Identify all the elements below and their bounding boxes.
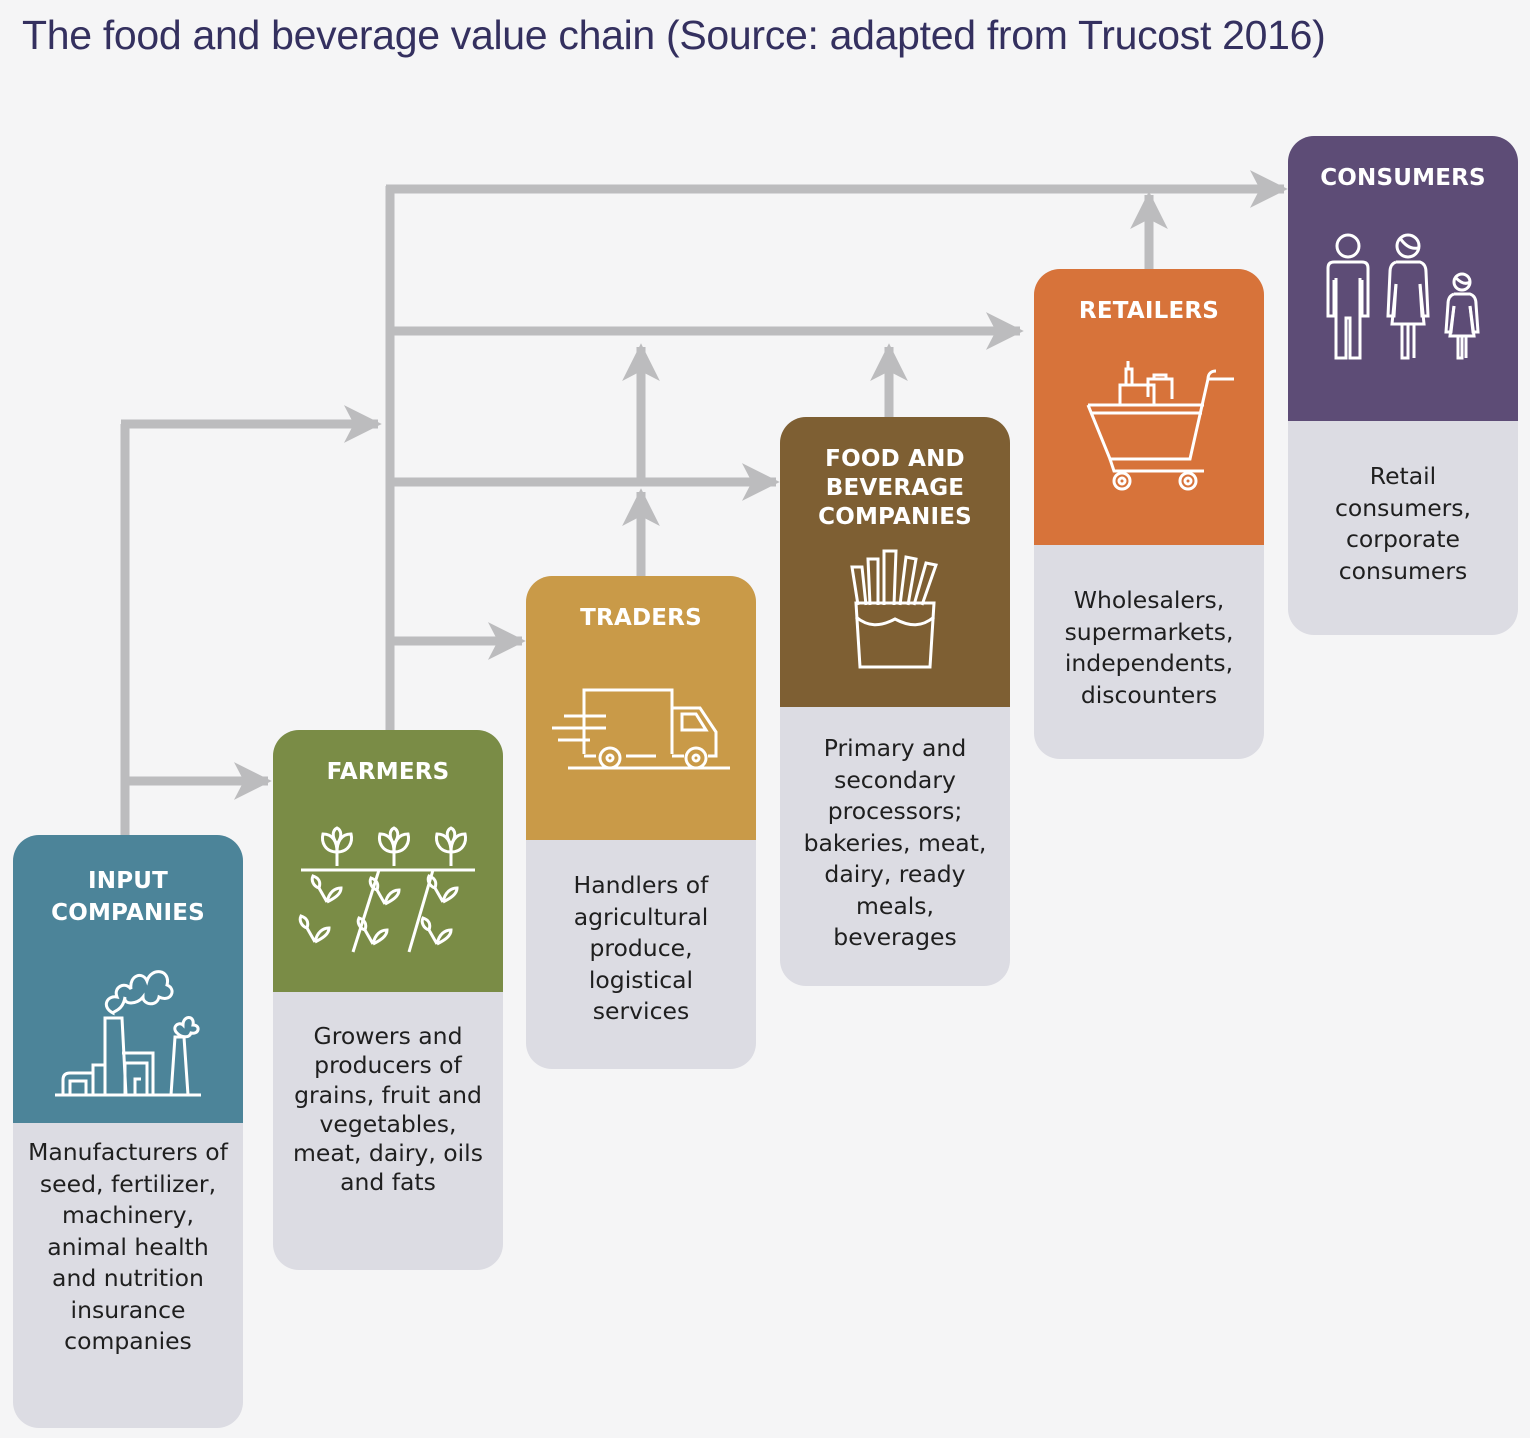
factory-icon (55, 970, 201, 1097)
fries-icon (850, 549, 938, 669)
stage-farmers: FARMERS (273, 730, 503, 1270)
stage-description: Primary and secondary processors; bakeri… (803, 734, 987, 951)
stage-title: INPUT COMPANIES (51, 868, 205, 926)
shopping-cart-icon (1086, 361, 1234, 491)
stage-description: Handlers of agricultural produce, logist… (573, 871, 709, 1025)
stage-description: Wholesalers, supermarkets, independents,… (1064, 586, 1234, 709)
crops-icon (298, 826, 475, 953)
stage-consumers: CONSUMERS Retail consumers, corporate co… (1288, 136, 1518, 635)
stage-description: Manufacturers of seed, fertilizer, machi… (28, 1138, 228, 1355)
truck-icon (552, 688, 730, 770)
stage-title: TRADERS (580, 605, 702, 631)
stage-header: CONSUMERS (1288, 136, 1518, 421)
stage-header: FOOD AND BEVERAGE COMPANIES (780, 417, 1010, 707)
stage-title: RETAILERS (1078, 298, 1220, 324)
stage-input-companies: INPUT COMPANIES Manufacturers of seed, f… (13, 835, 243, 1428)
stage-title: FOOD AND BEVERAGE COMPANIES (818, 446, 972, 530)
stage-retailers: RETAILERS Wholesalers, supermarkets, ind… (1034, 269, 1264, 759)
stage-description: Growers and producers of grains, fruit a… (293, 1022, 483, 1197)
stage-header: TRADERS (526, 576, 756, 840)
stage-title: CONSUMERS (1320, 165, 1486, 191)
stage-description: Retail consumers, corporate consumers (1334, 462, 1472, 585)
stage-header: INPUT COMPANIES (13, 835, 243, 1123)
diagram-title: The food and beverage value chain (Sourc… (22, 12, 1326, 58)
stage-traders: TRADERS Handlers of agricultural produce… (526, 576, 756, 1069)
stage-header: FARMERS (273, 730, 503, 992)
stage-title: FARMERS (326, 759, 450, 785)
family-icon (1326, 233, 1480, 360)
stage-food-beverage-companies: FOOD AND BEVERAGE COMPANIES Primary and … (780, 417, 1010, 986)
stage-header: RETAILERS (1034, 269, 1264, 545)
